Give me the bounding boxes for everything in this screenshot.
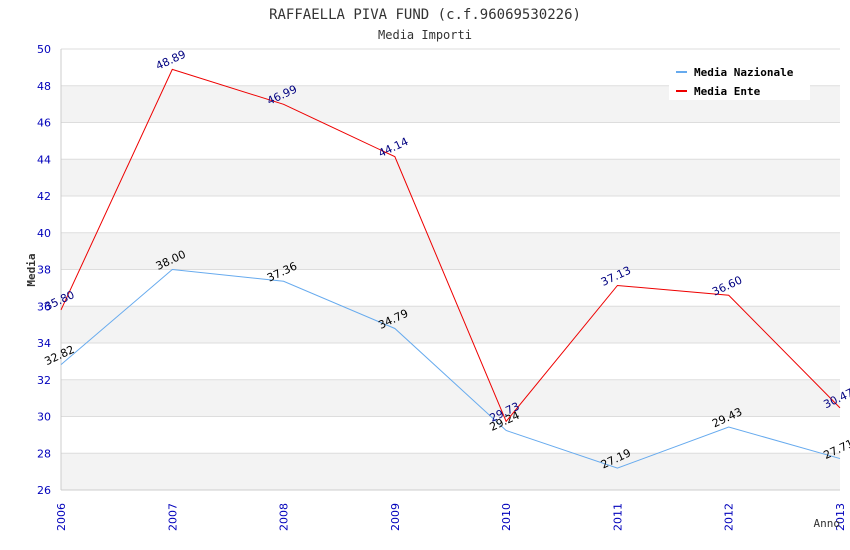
- x-tick-label: 2009: [389, 503, 402, 531]
- chart-subtitle: Media Importi: [378, 28, 472, 42]
- grid-band: [61, 306, 840, 343]
- y-tick-label: 30: [37, 411, 51, 424]
- y-tick-label: 42: [37, 190, 51, 203]
- y-tick-label: 32: [37, 374, 51, 387]
- legend: Media Nazionale Media Ente: [669, 59, 810, 100]
- plot-background: [60, 48, 840, 491]
- x-tick-label: 2006: [55, 503, 68, 531]
- legend-box: [669, 59, 810, 100]
- series-line: [60, 268, 841, 469]
- x-axis-ticks: 2006 2007 2008 2009 2010 2011 2012 2013: [55, 503, 847, 531]
- y-tick-label: 28: [37, 447, 51, 460]
- y-tick-label: 44: [37, 153, 51, 166]
- grid-band: [61, 159, 840, 196]
- x-tick-label: 2011: [611, 503, 624, 531]
- x-tick-label: 2013: [834, 503, 847, 531]
- y-tick-label: 50: [37, 43, 51, 56]
- y-tick-label: 40: [37, 227, 51, 240]
- grid-band: [61, 232, 840, 270]
- y-tick-label: 48: [37, 80, 51, 93]
- x-tick-label: 2008: [278, 503, 291, 531]
- x-tick-label: 2012: [723, 503, 736, 531]
- legend-label: Media Nazionale: [694, 66, 794, 79]
- y-tick-label: 26: [37, 484, 51, 497]
- legend-label: Media Ente: [694, 85, 761, 98]
- x-tick-label: 2010: [500, 503, 513, 531]
- y-tick-label: 34: [37, 337, 51, 350]
- chart-title: RAFFAELLA PIVA FUND (c.f.96069530226): [269, 7, 581, 23]
- x-tick-label: 2007: [166, 503, 179, 531]
- y-axis-label: Media: [25, 253, 38, 286]
- series-line: [60, 68, 841, 423]
- x-axis-label: Anno: [814, 517, 841, 530]
- grid-band: [61, 379, 840, 417]
- y-tick-label: 38: [37, 264, 51, 277]
- y-tick-label: 46: [37, 117, 51, 130]
- y-tick-label: 36: [37, 300, 51, 313]
- y-axis-ticks: 26 28 30 32 34 36 38 40 42 44 46 48 50: [37, 43, 51, 497]
- grid-band: [61, 453, 840, 490]
